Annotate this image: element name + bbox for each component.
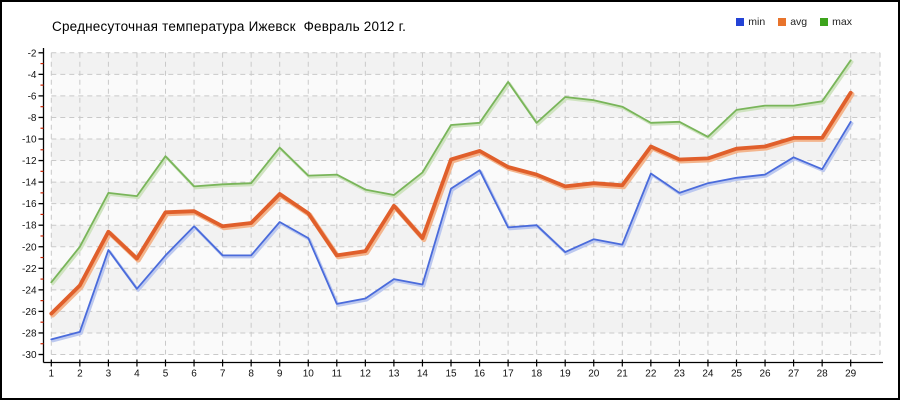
series-avg-line [49,90,853,316]
legend-label: max [832,16,852,28]
x-tick-label: 7 [220,369,226,380]
x-tick-label: 23 [674,369,686,380]
chart-legend: min avg max [736,17,852,27]
y-tick-label: -12 [22,156,37,167]
series-max [50,59,854,286]
x-tick-label: 27 [788,369,800,380]
plot-area-bands [51,52,881,355]
legend-swatch-avg-icon [778,18,787,26]
x-tick-label: 10 [303,369,315,380]
x-tick-label: 17 [503,369,515,380]
x-tick-label: 13 [388,369,400,380]
y-axis-ticks: -2 -4 -6 -8 -10 -12 -14 -16 -18 -20 -22 -24 -26 -28 -3… [22,48,44,361]
axes [42,48,883,364]
y-tick-label: -22 [22,264,37,275]
x-tick-label: 29 [845,369,857,380]
x-tick-label: 8 [248,369,254,380]
y-tick-label: -24 [22,285,37,296]
y-tick-label: -20 [22,242,37,253]
x-tick-label: 25 [731,369,743,380]
x-tick-label: 4 [134,369,140,380]
series-min [50,120,854,343]
x-tick-label: 3 [106,369,112,380]
y-tick-label: -30 [22,350,37,361]
x-tick-label: 24 [702,369,714,380]
legend-swatch-min-icon [736,18,745,26]
x-tick-label: 5 [163,369,169,380]
y-tick-label: -18 [22,221,37,232]
y-tick-label: -8 [28,113,37,124]
legend-item-avg: avg [778,17,807,27]
x-tick-label: 26 [759,369,771,380]
x-tick-label: 28 [817,369,829,380]
x-tick-label: 12 [360,369,372,380]
x-tick-label: 21 [617,369,629,380]
y-tick-label: -14 [22,178,37,189]
x-tick-label: 16 [474,369,486,380]
y-tick-label: -26 [22,307,37,318]
y-tick-label: -4 [28,70,37,81]
legend-swatch-max-icon [820,18,829,26]
x-tick-label: 15 [445,369,457,380]
y-tick-label: -16 [22,199,37,210]
series-avg [49,90,855,318]
x-tick-label: 11 [332,369,343,380]
x-tick-label: 22 [645,369,657,380]
y-tick-label: -28 [22,328,37,339]
x-tick-label: 6 [191,369,197,380]
page-title: Среднесуточная температура Ижевск Феврал… [52,19,407,34]
x-tick-label: 14 [417,369,429,380]
legend-item-min: min [736,17,765,27]
x-tick-label: 18 [531,369,543,380]
series-min-halo [51,122,854,343]
x-tick-label: 20 [588,369,600,380]
legend-label: avg [790,16,808,28]
series-max-line [50,59,852,284]
x-axis-ticks: 1 2 3 4 5 6 7 8 9 10 11 12 13 14 15 16 17 18 19 20 21 22 23 24 2… [49,359,857,380]
x-tick-label: 2 [77,369,83,380]
x-tick-label: 19 [560,369,572,380]
y-tick-label: -6 [28,91,37,102]
series-min-line [50,120,852,341]
x-tick-label: 9 [277,369,283,380]
legend-label: min [748,16,766,28]
y-tick-label: -2 [28,48,37,59]
legend-item-max: max [820,17,852,27]
x-tick-label: 1 [49,369,55,380]
gridlines [50,52,881,355]
y-tick-label: -10 [22,135,37,146]
y-axis-minor-ticks [40,62,44,345]
